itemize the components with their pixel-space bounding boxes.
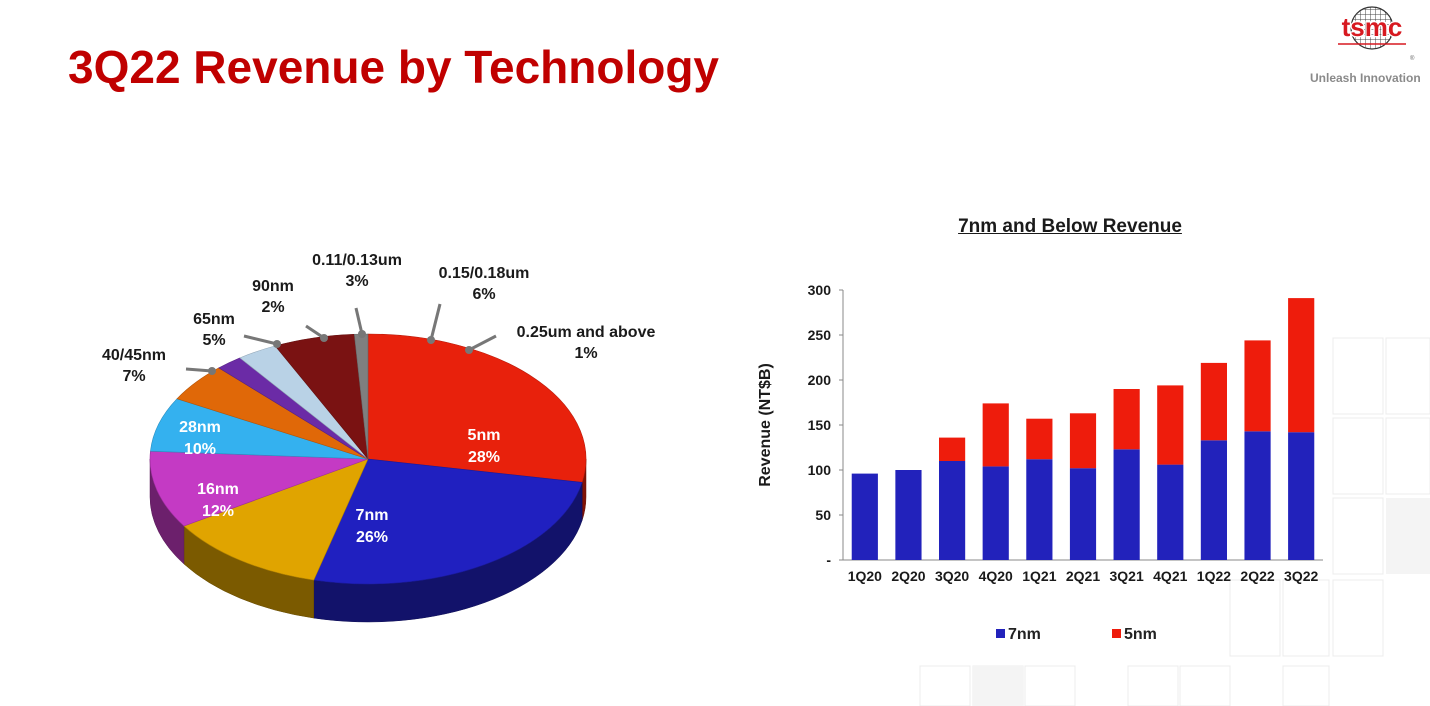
pie-value-5nm: 28% bbox=[468, 449, 500, 466]
bar-y-tick-300: 300 bbox=[808, 282, 832, 298]
pie-leader-65nm bbox=[243, 334, 278, 346]
bar-7nm-1q20 bbox=[851, 473, 878, 560]
pie-label-0-11-0-13um: 0.11/0.13um bbox=[312, 252, 402, 269]
wordmark-text: tsmc bbox=[1342, 12, 1403, 42]
pie-value-40-45nm: 7% bbox=[122, 368, 145, 385]
bar-x-tick-3q20: 3Q20 bbox=[935, 568, 969, 584]
bar-7nm-2q21 bbox=[1069, 468, 1097, 560]
pie-label-7nm: 7nm bbox=[356, 507, 389, 524]
bar-chart-title: 7nm and Below Revenue bbox=[958, 216, 1182, 237]
pie-leader-dot-0-11-0-13um bbox=[358, 330, 366, 338]
pie-slice-7nm bbox=[313, 458, 583, 585]
bar-7nm-1q21 bbox=[1026, 459, 1053, 560]
pie-slice-28nm bbox=[149, 450, 369, 527]
wafer-icon bbox=[1350, 6, 1394, 50]
pie-label-90nm: 90nm bbox=[252, 278, 294, 295]
pie-value-0-11-0-13um: 3% bbox=[345, 273, 368, 290]
bar-5nm-3q22 bbox=[1288, 298, 1315, 433]
pie-label-0-15-0-18um: 0.15/0.18um bbox=[439, 265, 530, 282]
logo-tagline: Unleash Innovation bbox=[1310, 71, 1421, 85]
bar-y-tick-50: 50 bbox=[815, 507, 831, 523]
bar-7nm-2q22 bbox=[1244, 431, 1271, 560]
bar-7nm-2q20 bbox=[895, 470, 922, 560]
pie-top bbox=[149, 333, 587, 585]
bar-5nm-1q22 bbox=[1200, 362, 1227, 441]
bar-y-tick-150: 150 bbox=[808, 417, 832, 433]
bar-x-tick-3q22: 3Q22 bbox=[1284, 568, 1318, 584]
pie-leader-dot-40-45nm bbox=[208, 367, 216, 375]
pie-label-40-45nm: 40/45nm bbox=[102, 347, 166, 364]
bar-5nm-3q20 bbox=[939, 437, 966, 461]
pie-leader-dot-90nm bbox=[320, 334, 328, 342]
bar-7nm-3q22 bbox=[1288, 432, 1315, 560]
pie-value-65nm: 5% bbox=[202, 332, 225, 349]
bar-5nm-2q22 bbox=[1244, 340, 1271, 432]
bar-5nm-4q20 bbox=[982, 403, 1009, 467]
pie-value-90nm: 2% bbox=[261, 299, 284, 316]
bar-y-axis-label: Revenue (NT$B) bbox=[757, 363, 774, 487]
tsmc-wordmark: tsmc ® bbox=[1338, 11, 1415, 62]
bar-x-tick-2q21: 2Q21 bbox=[1066, 568, 1100, 584]
bar-7nm-3q21 bbox=[1113, 449, 1140, 560]
bar-x-tick-3q21: 3Q21 bbox=[1110, 568, 1144, 584]
pie-labels: 5nm 28% 7nm 26% 16nm 12% 28nm 10% 40/45nm 7% 65nm 5… bbox=[102, 252, 655, 546]
pie-leader-dot-0-25um-and-above bbox=[465, 346, 473, 354]
bar-x-tick-2q22: 2Q22 bbox=[1240, 568, 1274, 584]
legend-swatch-5nm bbox=[1112, 629, 1121, 638]
pie-value-7nm: 26% bbox=[356, 529, 388, 546]
bar-x-tick-4q20: 4Q20 bbox=[979, 568, 1013, 584]
legend-swatch-7nm bbox=[996, 629, 1005, 638]
pie-leader-dot-65nm bbox=[273, 340, 281, 348]
bar-x-tick-1q20: 1Q20 bbox=[848, 568, 882, 584]
bar-7nm-4q20 bbox=[982, 466, 1009, 560]
pie-label-0-25um-and-above: 0.25um and above bbox=[517, 324, 656, 341]
pie-slice-5nm bbox=[367, 333, 587, 483]
pie-value-0-15-0-18um: 6% bbox=[472, 286, 495, 303]
bar-y-tick-0: - bbox=[826, 552, 831, 568]
bar-5nm-3q21 bbox=[1113, 389, 1140, 450]
pie-value-0-25um-and-above: 1% bbox=[574, 345, 597, 362]
bar-x-tick-1q22: 1Q22 bbox=[1197, 568, 1231, 584]
bar-y-tick-200: 200 bbox=[808, 372, 832, 388]
bar-5nm-2q21 bbox=[1069, 413, 1097, 469]
bar-7nm-4q21 bbox=[1157, 464, 1184, 560]
pie-chart: 5nm 28% 7nm 26% 16nm 12% 28nm 10% 40/45nm 7% 65nm 5… bbox=[102, 252, 655, 623]
pie-label-65nm: 65nm bbox=[193, 311, 235, 328]
slide-title: 3Q22 Revenue by Technology bbox=[68, 41, 720, 93]
pie-label-28nm: 28nm bbox=[179, 419, 221, 436]
bar-x-tick-2q20: 2Q20 bbox=[891, 568, 925, 584]
svg-text:®: ® bbox=[1410, 55, 1415, 62]
pie-label-16nm: 16nm bbox=[197, 481, 239, 498]
pie-leader-40-45nm bbox=[185, 367, 213, 373]
bar-x-tick-4q21: 4Q21 bbox=[1153, 568, 1187, 584]
bar-x-tick-1q21: 1Q21 bbox=[1022, 568, 1056, 584]
pie-value-28nm: 10% bbox=[184, 441, 216, 458]
bar-chart: Revenue (NT$B) - 50 100 150 200 250 300 1Q20 2Q20… bbox=[757, 282, 1323, 584]
pie-leader-0-25um-and-above bbox=[468, 334, 497, 352]
pie-value-16nm: 12% bbox=[202, 503, 234, 520]
legend-item-7nm: 7nm bbox=[996, 626, 1041, 644]
bar-7nm-3q20 bbox=[939, 461, 966, 560]
bar-y-tick-100: 100 bbox=[808, 462, 832, 478]
pie-leader-dot-0-15-0-18um bbox=[427, 336, 435, 344]
pie-slice-16nm bbox=[183, 458, 369, 581]
pie-leader-0-11-0-13um bbox=[354, 307, 364, 335]
background-decoration bbox=[919, 337, 1430, 706]
bar-5nm-1q21 bbox=[1026, 418, 1053, 460]
bar-y-tick-250: 250 bbox=[808, 327, 832, 343]
pie-label-5nm: 5nm bbox=[468, 427, 501, 444]
legend-label-5nm: 5nm bbox=[1124, 626, 1157, 643]
tsmc-logo: tsmc ® bbox=[1300, 4, 1430, 90]
bar-7nm-1q22 bbox=[1200, 440, 1227, 560]
pie-leader-0-15-0-18um bbox=[429, 303, 442, 341]
legend-label-7nm: 7nm bbox=[1008, 626, 1041, 643]
bar-5nm-4q21 bbox=[1157, 385, 1184, 465]
legend-item-5nm: 5nm bbox=[1112, 626, 1157, 644]
